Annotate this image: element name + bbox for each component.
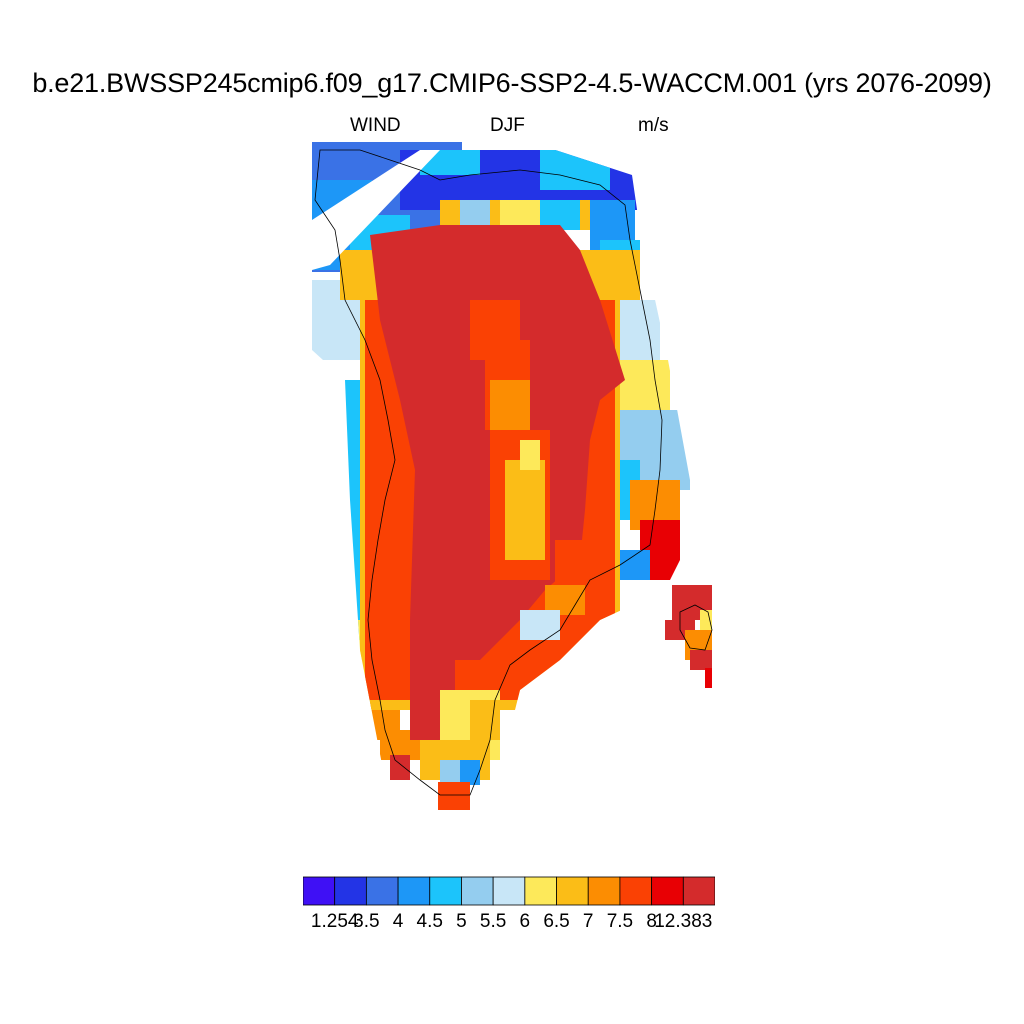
colorbar-tick-label: 5.5 [479,911,507,932]
units-label: m/s [638,115,669,136]
coastline-iceland [679,604,713,651]
nw-strait-gap [312,150,440,270]
colorbar-swatch [429,876,462,906]
interior-8 [555,540,585,590]
colorbar-tick-label: 12.383 [654,911,713,932]
colorbar-tick-label: 5 [456,911,467,932]
colorbar-tick-label: 8 [646,911,657,932]
colorbar-swatch [682,876,715,906]
wind-field [312,142,690,810]
colorbar-tick-label: 4.5 [416,911,443,932]
plot-title: b.e21.BWSSP245cmip6.f09_g17.CMIP6-SSP2-4… [32,68,992,98]
colorbar-tick-label: 6.5 [543,911,570,932]
colorbar-swatch [492,876,526,906]
colorbar-swatch [303,876,336,906]
south-7 [390,755,410,780]
colorbar-tick-label: 7.5 [606,911,634,932]
colorbar-tick-label: 6 [519,911,531,932]
colorbar-tick-label: 1.254 [310,911,359,932]
interior-10 [520,610,560,640]
cell-n-cap3 [540,150,610,190]
colorbar-tick-label: 3.5 [353,911,380,932]
south-3 [470,700,500,740]
south-1 [455,660,505,690]
colorbar-swatch [556,876,589,906]
colorbar-swatch [587,876,621,906]
colorbar [303,876,715,906]
colorbar-swatch [651,876,684,906]
variable-label: WIND [350,115,401,136]
coastline [314,149,663,796]
interior-3 [490,380,530,430]
colorbar-swatch [334,876,367,906]
season-label: DJF [490,115,525,136]
colorbar-swatch [619,876,653,906]
colorbar-swatch [461,876,494,906]
south-6 [460,760,480,785]
colorbar-tick-label: 4 [392,911,404,932]
colorbar-swatch [397,876,431,906]
interior-6 [510,470,540,530]
colorbar-swatch [524,876,557,906]
interior-7 [520,440,540,470]
colorbar-swatch [365,876,399,906]
colorbar-tick-label: 7 [582,911,594,932]
south-5 [440,760,460,785]
south-8 [438,782,470,810]
iceland-fragment [665,585,712,688]
